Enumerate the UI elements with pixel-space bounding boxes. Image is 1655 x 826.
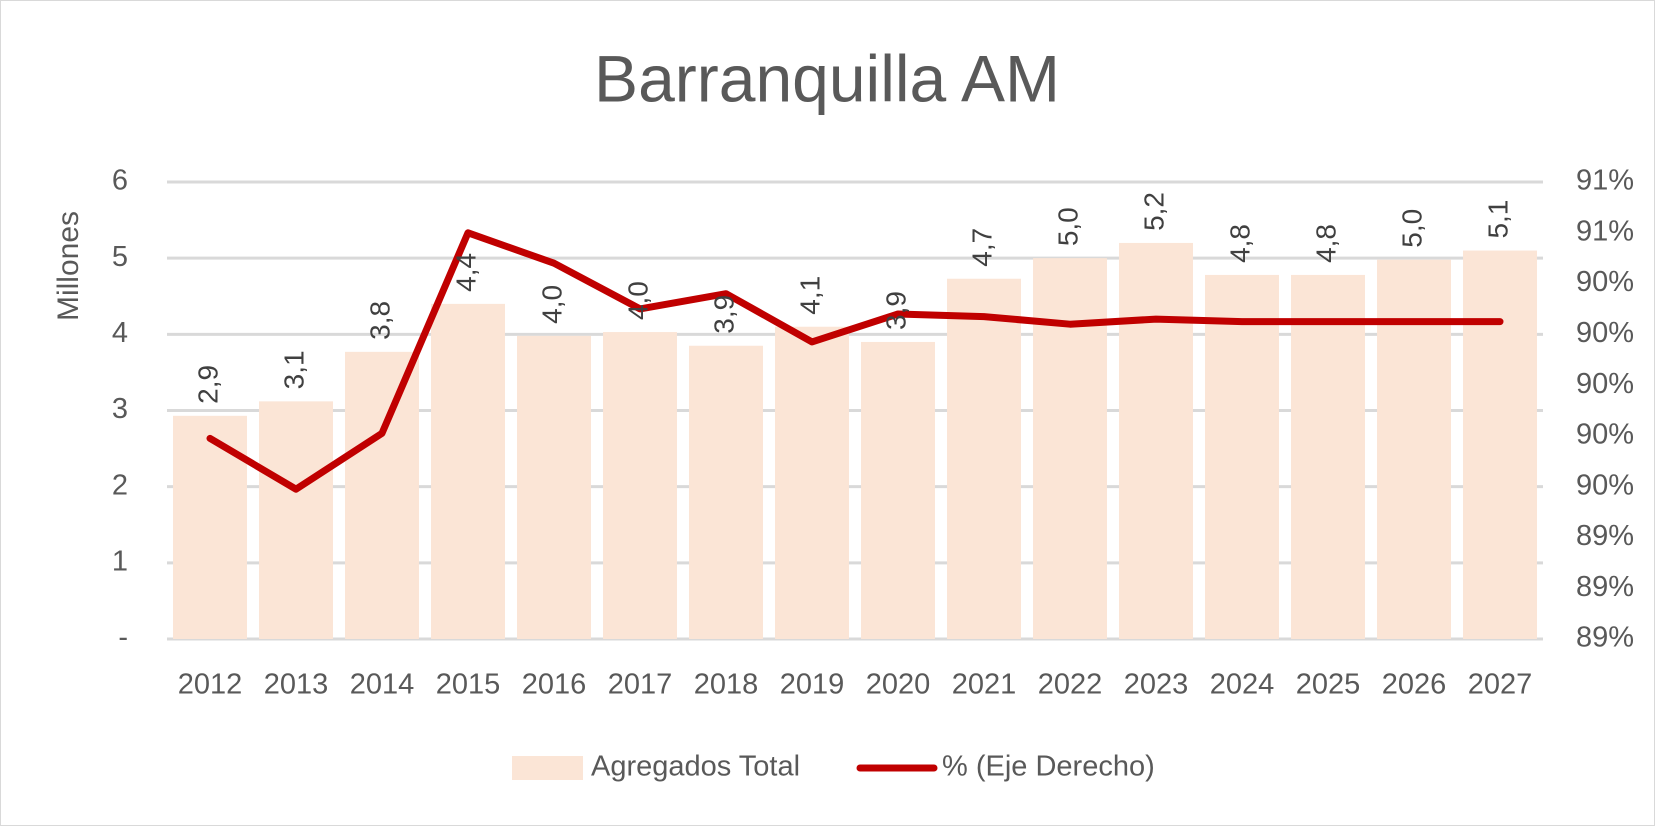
bar [517, 335, 591, 639]
x-tick-label: 2017 [608, 669, 673, 701]
y2-tick-label: 90% [1576, 469, 1634, 501]
bar [689, 345, 763, 639]
x-tick-label: 2026 [1382, 669, 1447, 701]
line [206, 229, 1504, 493]
bar [603, 332, 677, 639]
value-label: 4,1 [794, 276, 825, 315]
legend-label: % (Eje Derecho) [942, 751, 1155, 783]
x-tick-label: 2015 [436, 669, 501, 701]
y2-tick-label: 89% [1576, 520, 1634, 552]
y-tick-label: - [118, 622, 128, 654]
value-label: 4,8 [1224, 224, 1255, 263]
y-tick-label: 1 [112, 545, 128, 577]
y2-tick-label: 90% [1576, 266, 1634, 298]
legend-label: Agregados Total [591, 751, 800, 783]
x-tick-label: 2024 [1210, 669, 1275, 701]
value-label: 3,8 [364, 301, 395, 340]
x-tick-label: 2018 [694, 669, 759, 701]
bar [861, 341, 935, 639]
x-tick-label: 2013 [264, 669, 329, 701]
x-tick-label: 2012 [178, 669, 243, 701]
value-label: 3,1 [278, 350, 309, 389]
x-tick-label: 2014 [350, 669, 415, 701]
y-tick-label: 6 [112, 165, 128, 197]
y2-tick-label: 91% [1576, 165, 1634, 197]
x-tick-label: 2023 [1124, 669, 1189, 701]
x-tick-label: 2022 [1038, 669, 1103, 701]
bar [1291, 274, 1365, 639]
y-tick-label: 3 [112, 393, 128, 425]
bar [259, 401, 333, 639]
y2-tick-label: 90% [1576, 419, 1634, 451]
y-tick-label: 5 [112, 241, 128, 273]
value-label: 3,9 [880, 291, 911, 330]
value-label: 5,2 [1138, 192, 1169, 231]
y-tick-label: 2 [112, 469, 128, 501]
value-label: 4,0 [622, 281, 653, 320]
bar [1033, 258, 1107, 639]
y2-tick-label: 89% [1576, 622, 1634, 654]
bar [173, 415, 247, 639]
value-label: 3,9 [708, 295, 739, 334]
bar [775, 326, 849, 639]
value-label: 4,4 [450, 253, 481, 292]
y2-tick-label: 90% [1576, 317, 1634, 349]
bar [947, 278, 1021, 639]
y2-tick-label: 89% [1576, 571, 1634, 603]
bar [1463, 250, 1537, 640]
legend-swatch [512, 756, 583, 780]
value-label: 2,9 [192, 365, 223, 404]
bar [1377, 259, 1451, 639]
y-axis-label: Millones [52, 211, 85, 321]
x-tick-label: 2016 [522, 669, 587, 701]
chart-title: Barranquilla AM [594, 41, 1060, 115]
y2-tick-label: 91% [1576, 215, 1634, 247]
x-tick-label: 2020 [866, 669, 931, 701]
x-tick-label: 2027 [1468, 669, 1533, 701]
value-label: 4,8 [1310, 224, 1341, 263]
value-label: 4,0 [536, 285, 567, 324]
x-tick-label: 2025 [1296, 669, 1361, 701]
value-label: 5,0 [1052, 207, 1083, 246]
y2-tick-label: 90% [1576, 368, 1634, 400]
y-tick-label: 4 [112, 317, 128, 349]
value-label: 4,7 [966, 228, 997, 267]
value-label: 5,0 [1396, 209, 1427, 248]
value-label: 5,1 [1482, 200, 1513, 239]
x-tick-label: 2021 [952, 669, 1017, 701]
x-tick-label: 2019 [780, 669, 845, 701]
bar [1119, 242, 1193, 639]
bar [431, 303, 505, 639]
bar [1205, 274, 1279, 639]
bar [345, 351, 419, 639]
